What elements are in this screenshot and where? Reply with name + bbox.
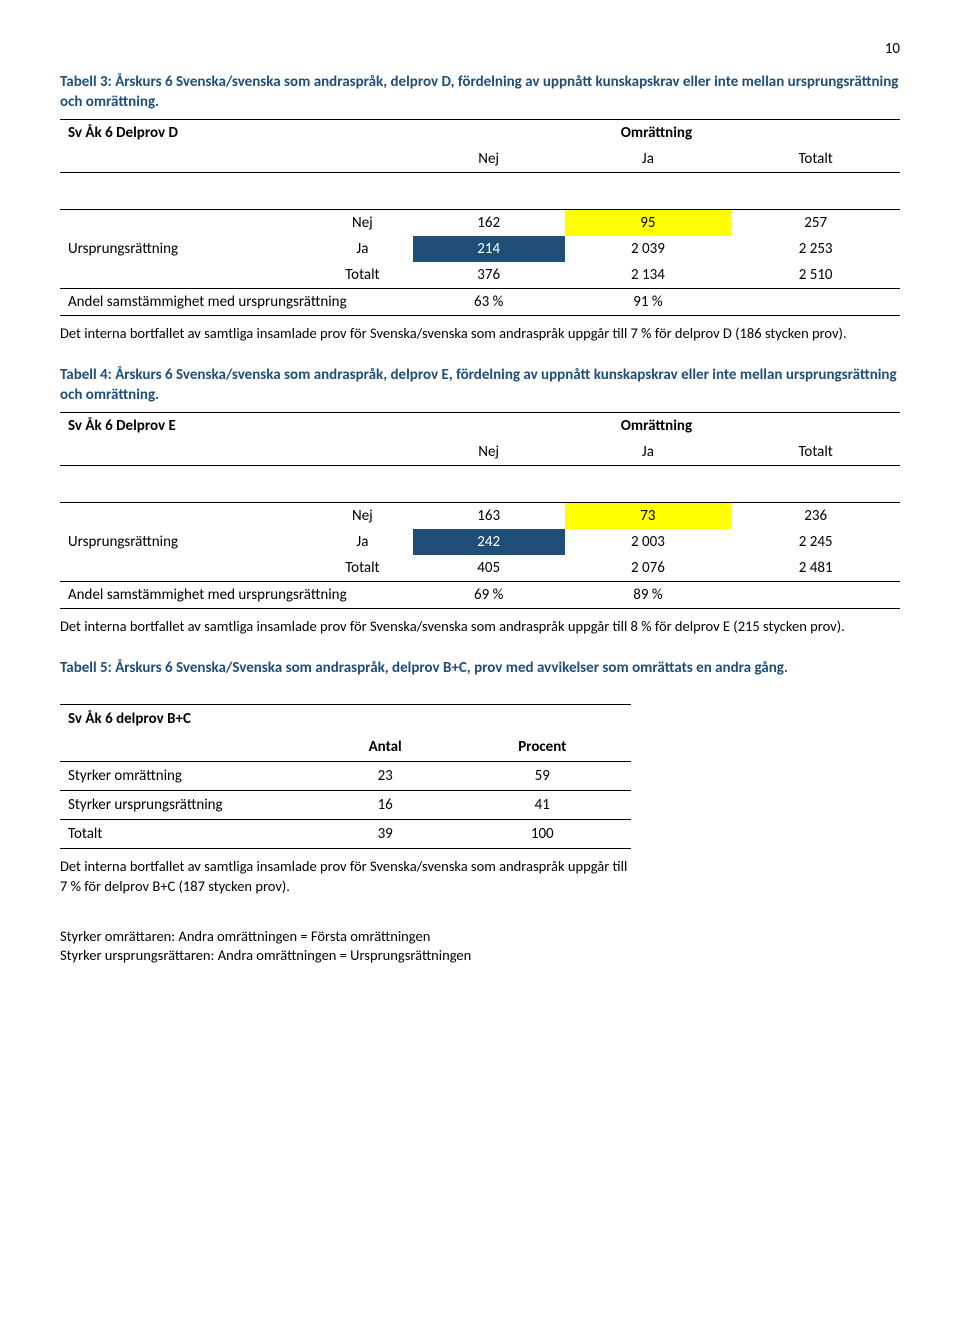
table3-nej-nej: 162 <box>413 209 565 236</box>
table5-r1-a: 23 <box>317 762 453 791</box>
def-line1: Styrker omrättaren: Andra omrättningen =… <box>60 927 900 947</box>
table4-tot-tot: 2 481 <box>731 555 900 582</box>
table4-caption: Tabell 4: Årskurs 6 Svenska/svenska som … <box>60 365 900 406</box>
table4-col-tot: Totalt <box>731 439 900 466</box>
table5-r1-p: 59 <box>453 762 631 791</box>
table4: Sv Åk 6 Delprov E Omrättning Nej Ja Tota… <box>60 412 900 609</box>
table5-r3-a: 39 <box>317 820 453 849</box>
table5-footnote: Det interna bortfallet av samtliga insam… <box>60 857 631 896</box>
table5-r3-lbl: Totalt <box>60 820 317 849</box>
table3-col-ja: Ja <box>565 146 732 173</box>
table4-col-ja: Ja <box>565 439 732 466</box>
table4-nej-tot: 236 <box>731 502 900 529</box>
table5-code: Sv Åk 6 delprov B+C <box>60 705 317 734</box>
table5-caption: Tabell 5: Årskurs 6 Svenska/Svenska som … <box>60 658 900 678</box>
table3-row-ja: Ja <box>312 236 413 262</box>
table3-row-tot: Totalt <box>312 262 413 289</box>
table4-omr-label: Omrättning <box>413 412 900 439</box>
table4-andel-label: Andel samstämmighet med ursprungsrättnin… <box>60 581 413 608</box>
table3-nej-ja: 95 <box>565 209 732 236</box>
table3-andel-nej: 63 % <box>413 288 565 315</box>
table5: Sv Åk 6 delprov B+C Antal Procent Styrke… <box>60 704 631 849</box>
table3-tot-tot: 2 510 <box>731 262 900 289</box>
table4-nej-nej: 163 <box>413 502 565 529</box>
table4-rowlabel: Ursprungsrättning <box>60 529 312 555</box>
table3: Sv Åk 6 Delprov D Omrättning Nej Ja Tota… <box>60 119 900 316</box>
table4-tot-nej: 405 <box>413 555 565 582</box>
table3-col-tot: Totalt <box>731 146 900 173</box>
table3-andel-ja: 91 % <box>565 288 732 315</box>
table3-code: Sv Åk 6 Delprov D <box>60 119 312 146</box>
table3-footnote: Det interna bortfallet av samtliga insam… <box>60 324 900 344</box>
table4-ja-nej: 242 <box>413 529 565 555</box>
table5-col-antal: Antal <box>317 733 453 762</box>
table3-tot-nej: 376 <box>413 262 565 289</box>
table4-andel-nej: 69 % <box>413 581 565 608</box>
page-number: 10 <box>60 40 900 58</box>
table3-col-nej: Nej <box>413 146 565 173</box>
table3-rowlabel: Ursprungsrättning <box>60 236 312 262</box>
table4-andel-ja: 89 % <box>565 581 732 608</box>
table3-nej-tot: 257 <box>731 209 900 236</box>
table3-ja-tot: 2 253 <box>731 236 900 262</box>
table5-col-procent: Procent <box>453 733 631 762</box>
table4-ja-tot: 2 245 <box>731 529 900 555</box>
table5-r2-a: 16 <box>317 791 453 820</box>
table4-nej-ja: 73 <box>565 502 732 529</box>
table3-tot-ja: 2 134 <box>565 262 732 289</box>
table5-r2-lbl: Styrker ursprungsrättning <box>60 791 317 820</box>
table3-ja-nej: 214 <box>413 236 565 262</box>
def-line2: Styrker ursprungsrättaren: Andra omrättn… <box>60 946 900 966</box>
table3-caption: Tabell 3: Årskurs 6 Svenska/svenska som … <box>60 72 900 113</box>
table4-footnote: Det interna bortfallet av samtliga insam… <box>60 617 900 637</box>
table4-row-nej: Nej <box>312 502 413 529</box>
table4-code: Sv Åk 6 Delprov E <box>60 412 312 439</box>
table4-ja-ja: 2 003 <box>565 529 732 555</box>
table5-r3-p: 100 <box>453 820 631 849</box>
table5-r1-lbl: Styrker omrättning <box>60 762 317 791</box>
table4-tot-ja: 2 076 <box>565 555 732 582</box>
table4-col-nej: Nej <box>413 439 565 466</box>
table3-ja-ja: 2 039 <box>565 236 732 262</box>
table4-row-ja: Ja <box>312 529 413 555</box>
table3-omr-label: Omrättning <box>413 119 900 146</box>
table5-r2-p: 41 <box>453 791 631 820</box>
table3-row-nej: Nej <box>312 209 413 236</box>
table3-andel-label: Andel samstämmighet med ursprungsrättnin… <box>60 288 413 315</box>
table4-row-tot: Totalt <box>312 555 413 582</box>
